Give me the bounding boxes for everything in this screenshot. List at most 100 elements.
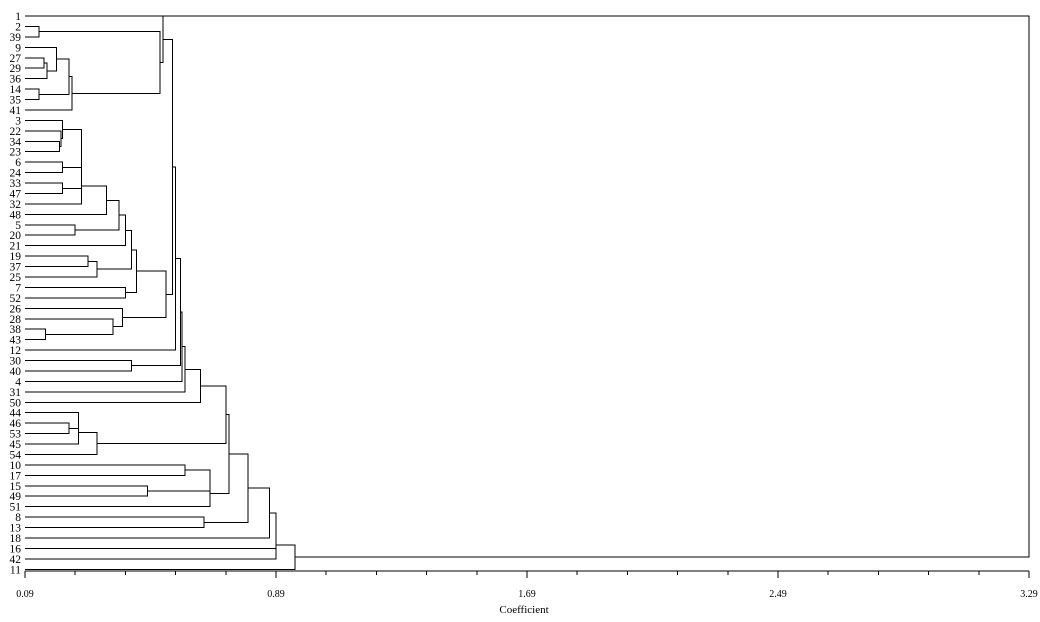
leaf-label: 43: [10, 335, 22, 347]
x-tick-label: 1.69: [518, 589, 536, 600]
branch-m23: [25, 260, 98, 278]
branch-m40: [25, 420, 79, 445]
branch-m2: [25, 88, 40, 101]
branch-m48: [25, 516, 205, 529]
leaf-label: 4: [15, 376, 21, 388]
branch-m3: [25, 57, 45, 69]
leaf-label: 48: [10, 209, 22, 221]
leaf-label: 26: [10, 303, 22, 315]
branch-m54: [25, 15, 1030, 558]
leaf-label: 34: [10, 136, 22, 148]
x-tick-label: 2.49: [769, 589, 787, 600]
leaf-label: 2: [15, 21, 21, 33]
branch-m27: [25, 328, 46, 341]
leaf-label: 23: [10, 147, 22, 159]
leaf-label: 10: [10, 460, 22, 472]
leaf-label: 11: [10, 564, 21, 576]
leaf-label: 29: [10, 63, 22, 75]
x-tick-label: 0.09: [16, 589, 34, 600]
leaf-label: 47: [10, 188, 22, 200]
branch-m31: [163, 38, 173, 295]
branch-m45: [147, 469, 211, 492]
branch-m30: [122, 270, 167, 318]
branch-m46: [25, 480, 211, 508]
branch-m39: [25, 412, 79, 429]
leaf-label: 31: [10, 387, 22, 399]
branch-m9: [25, 15, 164, 63]
branch-m17: [25, 168, 82, 205]
branch-m19: [25, 224, 76, 236]
branch-m11: [25, 130, 62, 147]
leaf-label: 13: [10, 523, 22, 535]
branch-m33: [25, 360, 133, 372]
branch-m16: [62, 148, 82, 189]
leaf-label: 8: [15, 512, 21, 524]
leaf-label: 51: [10, 502, 22, 514]
leaf-label: 40: [10, 366, 22, 378]
leaf-label: 27: [10, 53, 22, 65]
x-tick-label: 3.29: [1020, 589, 1038, 600]
branch-m29: [25, 307, 123, 328]
leaf-label: 18: [10, 533, 22, 545]
branch-m38: [25, 422, 70, 435]
x-tick-label: 0.89: [267, 589, 285, 600]
branch-m15: [62, 129, 82, 168]
leaf-label: 33: [10, 178, 22, 190]
branch-m44: [25, 485, 148, 497]
leaf-label: 54: [10, 449, 22, 461]
leaf-label: 32: [10, 199, 22, 211]
branch-m7: [25, 76, 73, 111]
leaf-label: 39: [10, 32, 22, 44]
branch-m20: [75, 199, 120, 231]
branch-m22: [25, 255, 89, 268]
leaf-label: 20: [10, 230, 22, 242]
leaf-label: 9: [15, 42, 21, 54]
branch-m18: [25, 185, 108, 215]
branch-m41: [25, 431, 98, 455]
branch-m24: [97, 229, 133, 270]
branch-m14: [25, 182, 64, 194]
branch-m37: [25, 368, 202, 403]
leaf-label: 3: [15, 115, 21, 127]
leaf-label: 45: [10, 439, 22, 451]
leaf-label: 50: [10, 397, 22, 409]
leaf-label: 19: [10, 251, 22, 263]
leaf-label: 53: [10, 429, 22, 441]
branch-m43: [25, 464, 186, 476]
branch-m5: [25, 46, 57, 72]
leaf-label: 12: [10, 345, 22, 357]
branch-m42: [97, 385, 227, 444]
leaf-label: 52: [10, 293, 22, 305]
leaf-label: 5: [15, 220, 21, 232]
leaf-label: 36: [10, 74, 22, 86]
leaf-label: 25: [10, 272, 22, 284]
leaf-label: 21: [10, 241, 22, 253]
leaf-label: 42: [10, 554, 22, 566]
branch-m28: [25, 318, 114, 335]
leaf-label: 49: [10, 491, 22, 503]
leaf-label: 28: [10, 314, 22, 326]
branch-m13: [25, 161, 64, 174]
leaf-labels: 1239927293614354132234236243347324852021…: [10, 11, 22, 576]
branch-m12: [25, 119, 64, 140]
dendrogram-branches: [25, 15, 1030, 570]
leaf-label: 37: [10, 262, 22, 274]
branch-m52: [25, 530, 277, 560]
leaf-label: 44: [10, 408, 22, 420]
leaf-label: 6: [15, 157, 21, 169]
branch-m51: [25, 512, 277, 549]
x-axis: 0.09 0.89 1.69 2.49 3.29: [16, 570, 1038, 600]
leaf-label: 38: [10, 324, 22, 336]
leaf-label: 35: [10, 95, 22, 107]
leaf-label: 41: [10, 105, 22, 117]
branch-m8: [39, 31, 161, 94]
branch-m1: [25, 25, 40, 38]
branch-m26: [125, 249, 137, 294]
leaf-label: 14: [10, 84, 22, 96]
leaf-label: 16: [10, 543, 22, 555]
leaf-label: 30: [10, 356, 22, 368]
leaf-label: 46: [10, 418, 22, 430]
leaf-label: 24: [10, 168, 22, 180]
leaf-label: 22: [10, 126, 22, 138]
